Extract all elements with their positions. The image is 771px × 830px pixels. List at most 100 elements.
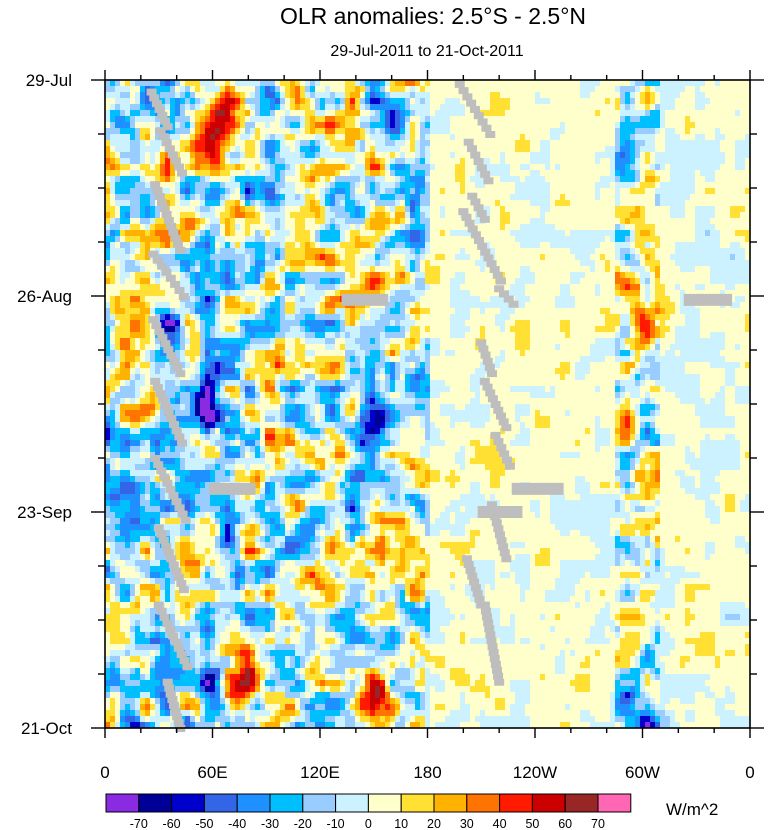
- heatmap-cell: [115, 152, 121, 159]
- heatmap-cell: [695, 188, 701, 195]
- heatmap-cell: [295, 176, 301, 183]
- heatmap-cell: [735, 278, 741, 285]
- heatmap-cell: [330, 194, 336, 201]
- heatmap-cell: [185, 80, 191, 87]
- heatmap-cell: [145, 308, 151, 315]
- heatmap-cell: [645, 200, 651, 207]
- heatmap-cell: [425, 98, 431, 105]
- heatmap-cell: [425, 218, 431, 225]
- heatmap-cell: [715, 86, 721, 93]
- heatmap-cell: [675, 290, 681, 297]
- heatmap-cell: [710, 224, 716, 231]
- heatmap-cell: [225, 116, 231, 123]
- heatmap-cell: [695, 182, 701, 189]
- heatmap-cell: [330, 254, 336, 261]
- heatmap-cell: [325, 218, 331, 225]
- heatmap-cell: [630, 218, 636, 225]
- heatmap-cell: [450, 86, 456, 93]
- heatmap-cell: [605, 86, 611, 93]
- heatmap-cell: [470, 248, 476, 255]
- heatmap-cell: [615, 146, 621, 153]
- heatmap-cell: [545, 152, 551, 159]
- heatmap-cell: [310, 86, 316, 93]
- heatmap-cell: [560, 290, 566, 297]
- heatmap-cell: [570, 110, 576, 117]
- heatmap-cell: [530, 164, 536, 171]
- heatmap-cell: [615, 218, 621, 225]
- heatmap-cell: [670, 200, 676, 207]
- heatmap-cell: [235, 122, 241, 129]
- heatmap-cell: [600, 140, 606, 147]
- heatmap-cell: [655, 230, 661, 237]
- heatmap-cell: [280, 260, 286, 267]
- heatmap-cell: [120, 296, 126, 303]
- heatmap-cell: [535, 296, 541, 303]
- heatmap-cell: [355, 248, 361, 255]
- heatmap-cell: [260, 194, 266, 201]
- heatmap-cell: [695, 80, 701, 87]
- heatmap-cell: [145, 206, 151, 213]
- heatmap-cell: [535, 278, 541, 285]
- heatmap-cell: [155, 164, 161, 171]
- heatmap-cell: [310, 260, 316, 267]
- heatmap-cell: [410, 134, 416, 141]
- heatmap-cell: [515, 110, 521, 117]
- heatmap-cell: [215, 110, 221, 117]
- heatmap-cell: [740, 158, 746, 165]
- heatmap-cell: [690, 260, 696, 267]
- heatmap-cell: [360, 230, 366, 237]
- heatmap-cell: [375, 242, 381, 249]
- heatmap-cell: [515, 140, 521, 147]
- heatmap-cell: [665, 212, 671, 219]
- heatmap-cell: [155, 236, 161, 243]
- heatmap-cell: [205, 266, 211, 273]
- heatmap-cell: [440, 308, 446, 315]
- heatmap-cell: [305, 110, 311, 117]
- heatmap-cell: [315, 104, 321, 111]
- heatmap-cell: [130, 92, 136, 99]
- heatmap-cell: [435, 158, 441, 165]
- heatmap-cell: [575, 206, 581, 213]
- heatmap-cell: [105, 302, 111, 309]
- heatmap-cell: [515, 128, 521, 135]
- heatmap-cell: [250, 122, 256, 129]
- heatmap-cell: [580, 188, 586, 195]
- heatmap-cell: [215, 206, 221, 213]
- heatmap-cell: [585, 236, 591, 243]
- heatmap-cell: [640, 110, 646, 117]
- heatmap-cell: [245, 110, 251, 117]
- heatmap-cell: [410, 176, 416, 183]
- heatmap-cell: [160, 230, 166, 237]
- heatmap-cell: [350, 206, 356, 213]
- heatmap-cell: [235, 110, 241, 117]
- heatmap-cell: [620, 278, 626, 285]
- heatmap-cell: [520, 164, 526, 171]
- heatmap-cell: [185, 116, 191, 123]
- heatmap-cell: [320, 128, 326, 135]
- heatmap-cell: [360, 194, 366, 201]
- heatmap-cell: [555, 242, 561, 249]
- heatmap-cell: [460, 140, 466, 147]
- heatmap-cell: [635, 182, 641, 189]
- heatmap-cell: [665, 302, 671, 309]
- heatmap-cell: [565, 116, 571, 123]
- heatmap-cell: [210, 170, 216, 177]
- heatmap-cell: [630, 182, 636, 189]
- heatmap-cell: [540, 116, 546, 123]
- heatmap-cell: [410, 80, 416, 87]
- heatmap-cell: [370, 260, 376, 267]
- heatmap-cell: [305, 86, 311, 93]
- heatmap-cell: [245, 104, 251, 111]
- heatmap-cell: [265, 290, 271, 297]
- heatmap-cell: [400, 230, 406, 237]
- heatmap-cell: [540, 284, 546, 291]
- heatmap-cell: [675, 182, 681, 189]
- heatmap-cell: [125, 290, 131, 297]
- heatmap-cell: [240, 146, 246, 153]
- heatmap-cell: [410, 266, 416, 273]
- heatmap-cell: [525, 116, 531, 123]
- heatmap-cell: [690, 116, 696, 123]
- heatmap-cell: [445, 152, 451, 159]
- heatmap-cell: [155, 230, 161, 237]
- heatmap-cell: [130, 230, 136, 237]
